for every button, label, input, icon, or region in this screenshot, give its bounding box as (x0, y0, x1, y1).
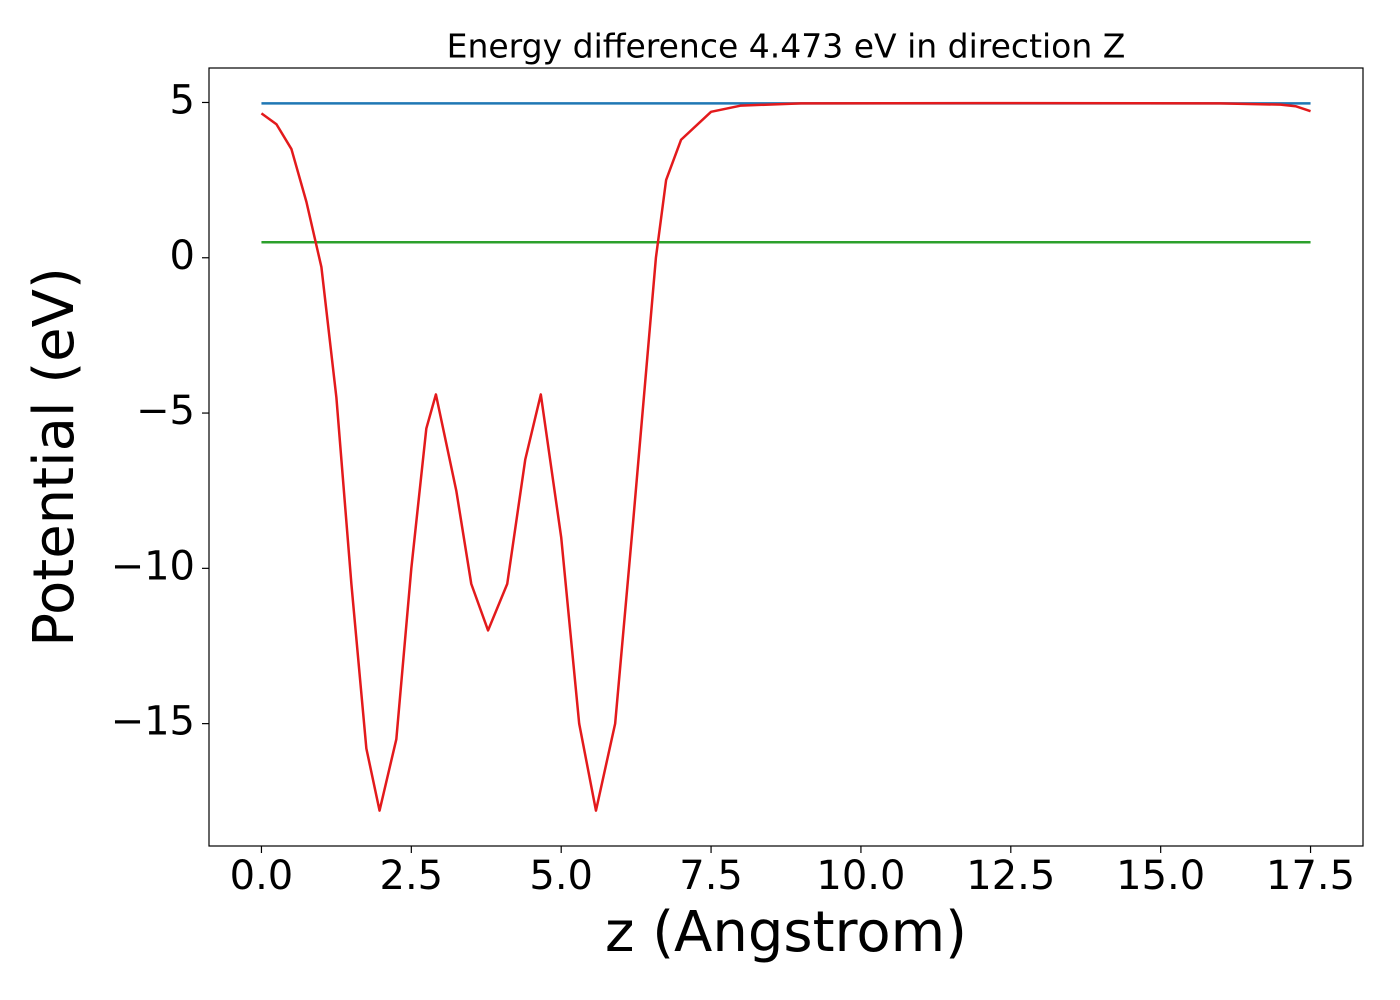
chart-title: Energy difference 4.473 eV in direction … (447, 27, 1126, 66)
x-tick-label: 0.0 (230, 853, 294, 899)
y-tick-label: 0 (170, 233, 195, 279)
x-tick-label: 10.0 (816, 853, 905, 899)
x-axis-label: z (Angstrom) (605, 900, 967, 965)
plot-frame (208, 67, 1364, 847)
x-tick-label: 12.5 (966, 853, 1055, 899)
x-tick-label: 7.5 (679, 853, 743, 899)
x-tick-label: 15.0 (1116, 853, 1205, 899)
x-tick-label: 2.5 (380, 853, 444, 899)
y-tick-label: −5 (136, 388, 195, 434)
y-axis-label: Potential (eV) (22, 267, 87, 647)
y-tick-label: −15 (111, 699, 195, 745)
y-tick-label: −10 (111, 543, 195, 589)
x-tick-label: 5.0 (529, 853, 593, 899)
data-line (260, 101, 1311, 812)
x-tick-label: 17.5 (1266, 853, 1355, 899)
y-tick-label: 5 (170, 77, 195, 123)
